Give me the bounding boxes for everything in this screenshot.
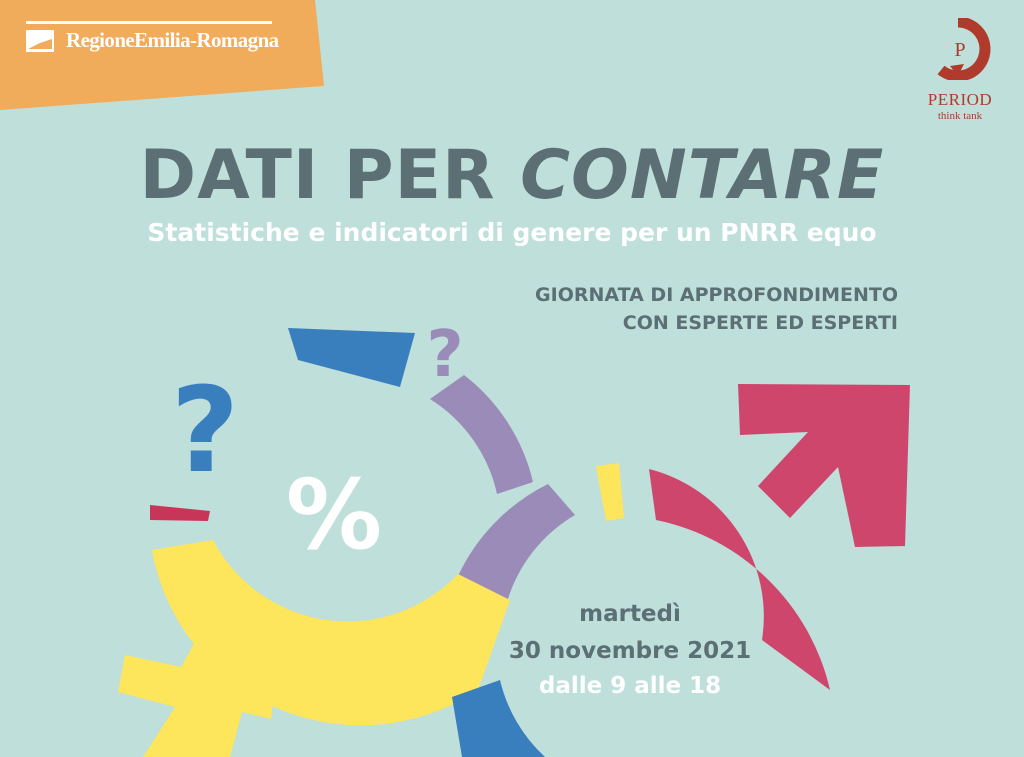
page-subtitle: Statistiche e indicatori di genere per u… [147,218,877,247]
accent-dash-red [150,505,210,521]
period-initial: P [954,39,965,61]
male-symbol-ring-arc [649,469,830,690]
organization-name: RegioneEmilia-Romagna [66,28,279,52]
event-description-line2: CON ESPERTE ED ESPERTI [622,312,898,334]
period-logo-icon: P [937,18,991,80]
event-time: dalle 9 alle 18 [538,673,722,699]
accent-dash-yellow [596,463,624,521]
question-mark-purple: ? [426,318,463,392]
regione-logo-icon [26,30,54,52]
percent-sign: % [286,459,382,571]
title-plain: DATI PER [139,136,496,215]
partner-tagline: think tank [937,110,983,122]
brand-rule [26,21,272,24]
event-day: martedì [579,601,681,627]
question-mark-blue: ? [171,361,239,499]
male-symbol-arrow [738,384,910,547]
female-symbol-cross [118,606,276,757]
event-description-line1: GIORNATA DI APPROFONDIMENTO [535,284,898,306]
brand-tab [0,0,324,110]
title-italic: CONTARE [520,136,885,215]
lower-ring-arc-blue [452,680,545,757]
partner-name: PERIOD [927,90,993,109]
female-ring-arc-purple-lower [458,484,575,602]
female-ring-arc-blue [288,328,415,387]
page-title: DATI PER CONTARE [0,136,1024,215]
female-ring-arc-purple [430,375,533,494]
event-date: 30 novembre 2021 [508,638,752,664]
